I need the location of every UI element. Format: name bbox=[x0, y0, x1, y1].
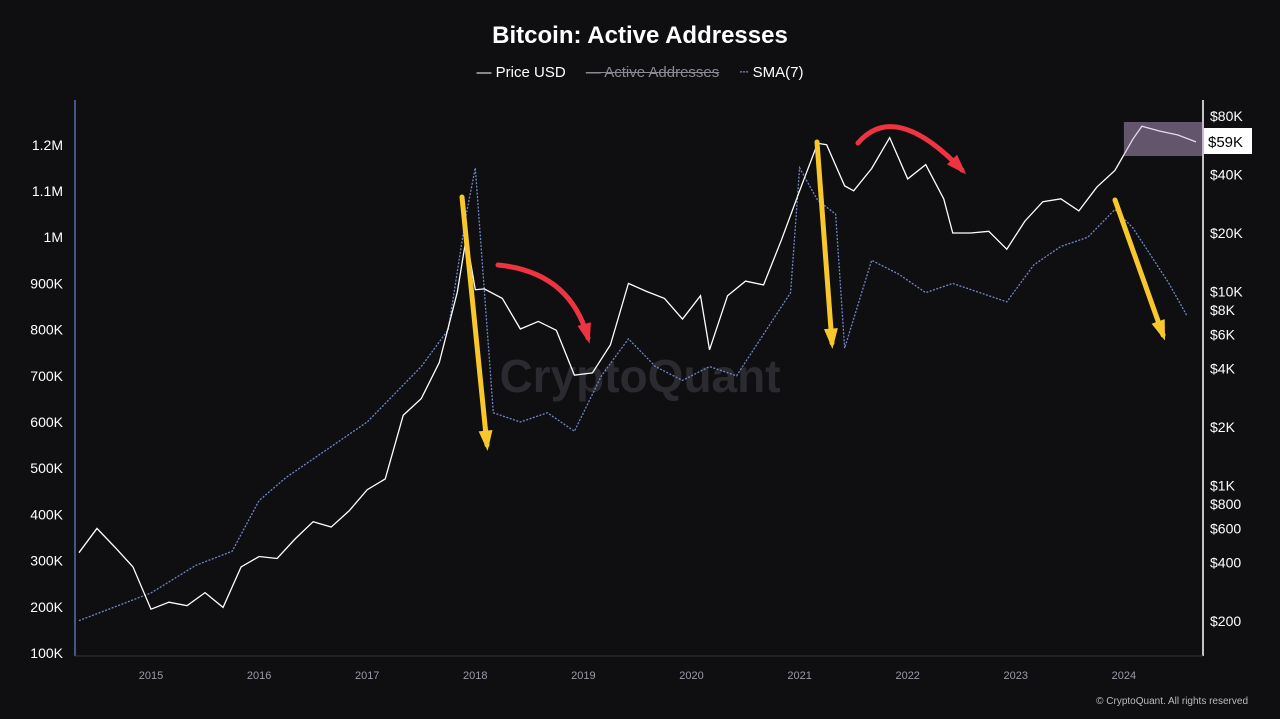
y-right-tick: $4K bbox=[1210, 361, 1236, 377]
price-highlight-box bbox=[1123, 122, 1203, 156]
legend-price-usd[interactable]: — Price USD bbox=[476, 64, 566, 81]
down-arrow-2018-head bbox=[478, 429, 493, 451]
current-price-label: $59K bbox=[1208, 134, 1243, 151]
down-arrow-2021 bbox=[814, 139, 835, 346]
legend: — Price USD — Active Addresses ┄ SMA(7) bbox=[0, 63, 1280, 81]
y-right-tick: $80K bbox=[1210, 108, 1243, 124]
x-tick: 2024 bbox=[1112, 670, 1136, 682]
y-right-tick: $6K bbox=[1210, 326, 1236, 342]
y-left-tick: 200K bbox=[30, 599, 63, 615]
y-right-tick: $400 bbox=[1210, 555, 1241, 571]
down-arrow-2021-head bbox=[823, 328, 838, 349]
y-right-tick: $20K bbox=[1210, 225, 1243, 241]
legend-label: SMA(7) bbox=[752, 64, 804, 81]
curve-arrow-2022-head bbox=[947, 154, 967, 175]
y-right-tick: $8K bbox=[1210, 302, 1236, 318]
y-left-tick: 1.1M bbox=[32, 183, 63, 199]
y-left-tick: 900K bbox=[30, 275, 63, 291]
y-right-tick: $1K bbox=[1210, 477, 1236, 493]
y-left-tick: 500K bbox=[30, 460, 63, 476]
y-left-tick: 300K bbox=[30, 553, 63, 569]
y-right-tick: $40K bbox=[1210, 167, 1243, 183]
y-right-tick: $200 bbox=[1210, 613, 1241, 629]
copyright: © CryptoQuant. All rights reserved bbox=[1096, 696, 1248, 707]
y-left-tick: 1M bbox=[44, 229, 63, 245]
y-left-tick: 800K bbox=[30, 322, 63, 338]
x-tick: 2021 bbox=[787, 670, 811, 682]
x-tick: 2018 bbox=[463, 670, 487, 682]
legend-label: Active Addresses bbox=[604, 64, 720, 81]
down-arrow-2018 bbox=[459, 194, 490, 448]
x-tick: 2017 bbox=[355, 670, 379, 682]
y-left-tick: 700K bbox=[30, 368, 63, 384]
price-line bbox=[78, 125, 1197, 611]
y-left-tick: 400K bbox=[30, 506, 63, 522]
y-right-tick: $600 bbox=[1210, 520, 1241, 536]
y-right-tick: $10K bbox=[1210, 283, 1243, 299]
x-tick: 2019 bbox=[571, 670, 595, 682]
y-right-tick: $800 bbox=[1210, 496, 1241, 512]
legend-sma7[interactable]: ┄ SMA(7) bbox=[739, 64, 804, 81]
y-left-tick: 1.2M bbox=[32, 137, 63, 153]
chart-title: Bitcoin: Active Addresses bbox=[492, 22, 788, 49]
x-tick: 2022 bbox=[895, 670, 919, 682]
x-tick: 2016 bbox=[247, 670, 271, 682]
curve-arrow-2022 bbox=[855, 124, 965, 173]
y-right-tick: $2K bbox=[1210, 419, 1236, 435]
y-left-tick: 100K bbox=[30, 645, 63, 661]
current-price-badge bbox=[1204, 128, 1252, 154]
sma7-line bbox=[78, 165, 1188, 622]
x-tick: 2020 bbox=[679, 670, 703, 682]
legend-label: Price USD bbox=[495, 64, 566, 81]
down-arrow-2024-head bbox=[1151, 319, 1166, 341]
y-left-tick: 600K bbox=[30, 414, 63, 430]
x-tick: 2015 bbox=[139, 670, 163, 682]
x-tick: 2023 bbox=[1004, 670, 1028, 682]
curve-arrow-2018-head bbox=[577, 322, 591, 344]
curve-arrow-2018 bbox=[495, 262, 591, 341]
watermark: CryptoQuant bbox=[499, 350, 780, 402]
down-arrow-2024 bbox=[1112, 197, 1166, 338]
legend-active-addresses[interactable]: — Active Addresses bbox=[585, 64, 720, 81]
